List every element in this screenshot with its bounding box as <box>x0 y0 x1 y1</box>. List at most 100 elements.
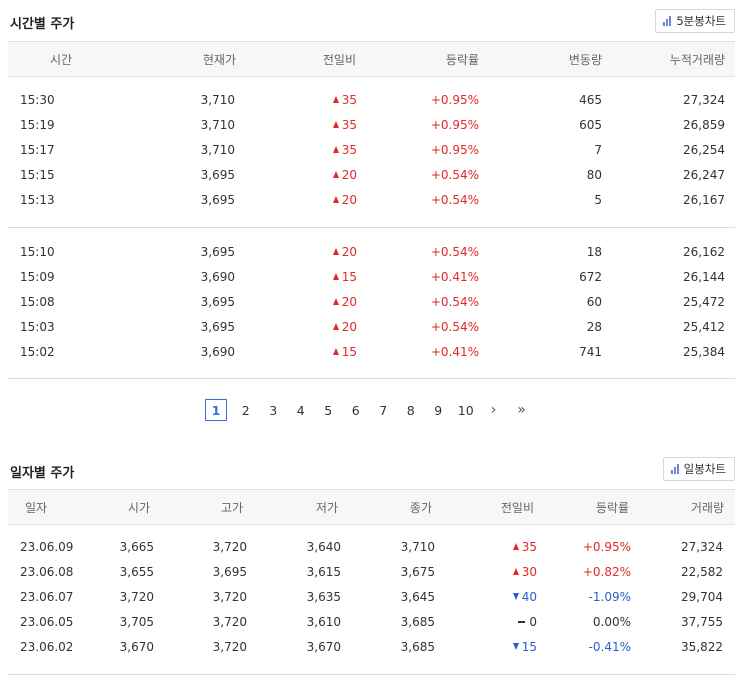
acc-volume-cell: 26,167 <box>683 193 725 207</box>
triangle-up-icon <box>332 146 339 153</box>
diff-value: 20 <box>341 245 357 259</box>
page-link[interactable]: 7 <box>379 402 388 418</box>
volume-cell: 605 <box>579 118 602 132</box>
diff-value: 35 <box>341 143 357 157</box>
page-link[interactable]: 8 <box>406 402 415 418</box>
diff-value: 30 <box>521 565 537 579</box>
page-link[interactable]: 9 <box>434 402 443 418</box>
triangle-up-icon <box>332 96 339 103</box>
page-link[interactable]: 3 <box>269 402 278 418</box>
rate-cell: -1.09% <box>588 590 631 604</box>
time-cell: 15:13 <box>20 193 55 207</box>
page-link[interactable]: 6 <box>351 402 360 418</box>
header-date: 일자 <box>25 501 48 515</box>
acc-volume-cell: 26,859 <box>683 118 725 132</box>
diff-cell: 15 <box>512 640 537 654</box>
table-row: 23.06.09 3,665 3,720 3,640 3,710 35 +0.95% 27,3… <box>0 535 738 560</box>
table-row: 15:19 3,710 35 +0.95% 605 26,859 <box>0 113 738 138</box>
table-row: 23.06.08 3,655 3,695 3,615 3,675 30 +0.82% 22,5… <box>0 560 738 585</box>
time-cell: 15:10 <box>20 245 55 259</box>
header-daily-diff: 전일비 <box>500 501 534 515</box>
volume-cell: 29,704 <box>681 590 723 604</box>
rate-cell: +0.95% <box>430 93 479 107</box>
diff-value: 20 <box>341 295 357 309</box>
open-cell: 3,720 <box>119 590 154 604</box>
table-row: 15:02 3,690 15 +0.41% 741 25,384 <box>0 340 738 365</box>
low-cell: 3,640 <box>306 540 341 554</box>
header-low: 저가 <box>315 501 338 515</box>
price-cell: 3,690 <box>200 345 235 359</box>
next-page-icon[interactable]: › <box>490 402 497 418</box>
table-row: 15:09 3,690 15 +0.41% 672 26,144 <box>0 265 738 290</box>
triangle-down-icon <box>512 593 519 600</box>
triangle-up-icon <box>332 348 339 355</box>
volume-cell: 465 <box>579 93 602 107</box>
diff-cell: 15 <box>332 345 357 359</box>
date-cell: 23.06.05 <box>20 615 74 629</box>
high-cell: 3,720 <box>212 640 247 654</box>
group-divider <box>8 227 735 228</box>
rate-cell: +0.95% <box>430 143 479 157</box>
header-daily-rate: 등락률 <box>595 501 629 515</box>
low-cell: 3,635 <box>306 590 341 604</box>
table-row: 15:03 3,695 20 +0.54% 28 25,412 <box>0 315 738 340</box>
diff-cell: 0 <box>518 615 537 629</box>
header-volume: 변동량 <box>568 53 602 67</box>
page-link[interactable]: 5 <box>324 402 333 418</box>
time-table-header: 시간 현재가 전일비 등락률 변동량 누적거래량 <box>8 41 735 77</box>
diff-cell: 35 <box>332 93 357 107</box>
diff-cell: 35 <box>332 143 357 157</box>
triangle-up-icon <box>332 323 339 330</box>
close-cell: 3,685 <box>400 615 435 629</box>
open-cell: 3,655 <box>119 565 154 579</box>
table-row: 23.06.02 3,670 3,720 3,670 3,685 15 -0.41% 35,8… <box>0 635 738 660</box>
acc-volume-cell: 25,472 <box>683 295 725 309</box>
time-cell: 15:30 <box>20 93 55 107</box>
diff-cell: 20 <box>332 295 357 309</box>
page-link[interactable]: 10 <box>457 402 474 418</box>
triangle-down-icon <box>512 643 519 650</box>
table-row: 15:15 3,695 20 +0.54% 80 26,247 <box>0 163 738 188</box>
last-page-icon[interactable]: » <box>517 402 526 418</box>
table-row: 15:30 3,710 35 +0.95% 465 27,324 <box>0 88 738 113</box>
header-open: 시가 <box>127 501 150 515</box>
triangle-up-icon <box>332 196 339 203</box>
date-cell: 23.06.08 <box>20 565 74 579</box>
close-cell: 3,710 <box>400 540 435 554</box>
diff-value: 35 <box>341 93 357 107</box>
diff-value: 20 <box>341 320 357 334</box>
page-link[interactable]: 2 <box>241 402 250 418</box>
triangle-up-icon <box>512 568 519 575</box>
diff-value: 20 <box>341 168 357 182</box>
price-cell: 3,710 <box>200 93 235 107</box>
price-cell: 3,695 <box>200 295 235 309</box>
volume-cell: 60 <box>586 295 602 309</box>
low-cell: 3,670 <box>306 640 341 654</box>
high-cell: 3,720 <box>212 615 247 629</box>
high-cell: 3,695 <box>212 565 247 579</box>
volume-cell: 37,755 <box>681 615 723 629</box>
volume-cell: 28 <box>586 320 602 334</box>
acc-volume-cell: 25,412 <box>683 320 725 334</box>
rate-cell: +0.95% <box>430 118 479 132</box>
page-link[interactable]: 4 <box>296 402 305 418</box>
open-cell: 3,670 <box>119 640 154 654</box>
diff-value: 40 <box>521 590 537 604</box>
date-cell: 23.06.09 <box>20 540 74 554</box>
table-row: 15:10 3,695 20 +0.54% 18 26,162 <box>0 240 738 265</box>
volume-cell: 35,822 <box>681 640 723 654</box>
low-cell: 3,610 <box>306 615 341 629</box>
five-min-chart-button[interactable]: 5분봉차트 <box>655 9 735 33</box>
daily-chart-button[interactable]: 일봉차트 <box>662 457 735 481</box>
bar-chart-icon <box>663 16 672 26</box>
volume-cell: 5 <box>594 193 602 207</box>
page-current[interactable]: 1 <box>205 399 227 421</box>
table-row: 23.06.05 3,705 3,720 3,610 3,685 0 0.00% 37,755 <box>0 610 738 635</box>
triangle-up-icon <box>332 171 339 178</box>
time-cell: 15:02 <box>20 345 55 359</box>
table-bottom-line <box>8 378 735 379</box>
price-cell: 3,695 <box>200 168 235 182</box>
time-cell: 15:09 <box>20 270 55 284</box>
volume-cell: 18 <box>586 245 602 259</box>
triangle-up-icon <box>332 121 339 128</box>
